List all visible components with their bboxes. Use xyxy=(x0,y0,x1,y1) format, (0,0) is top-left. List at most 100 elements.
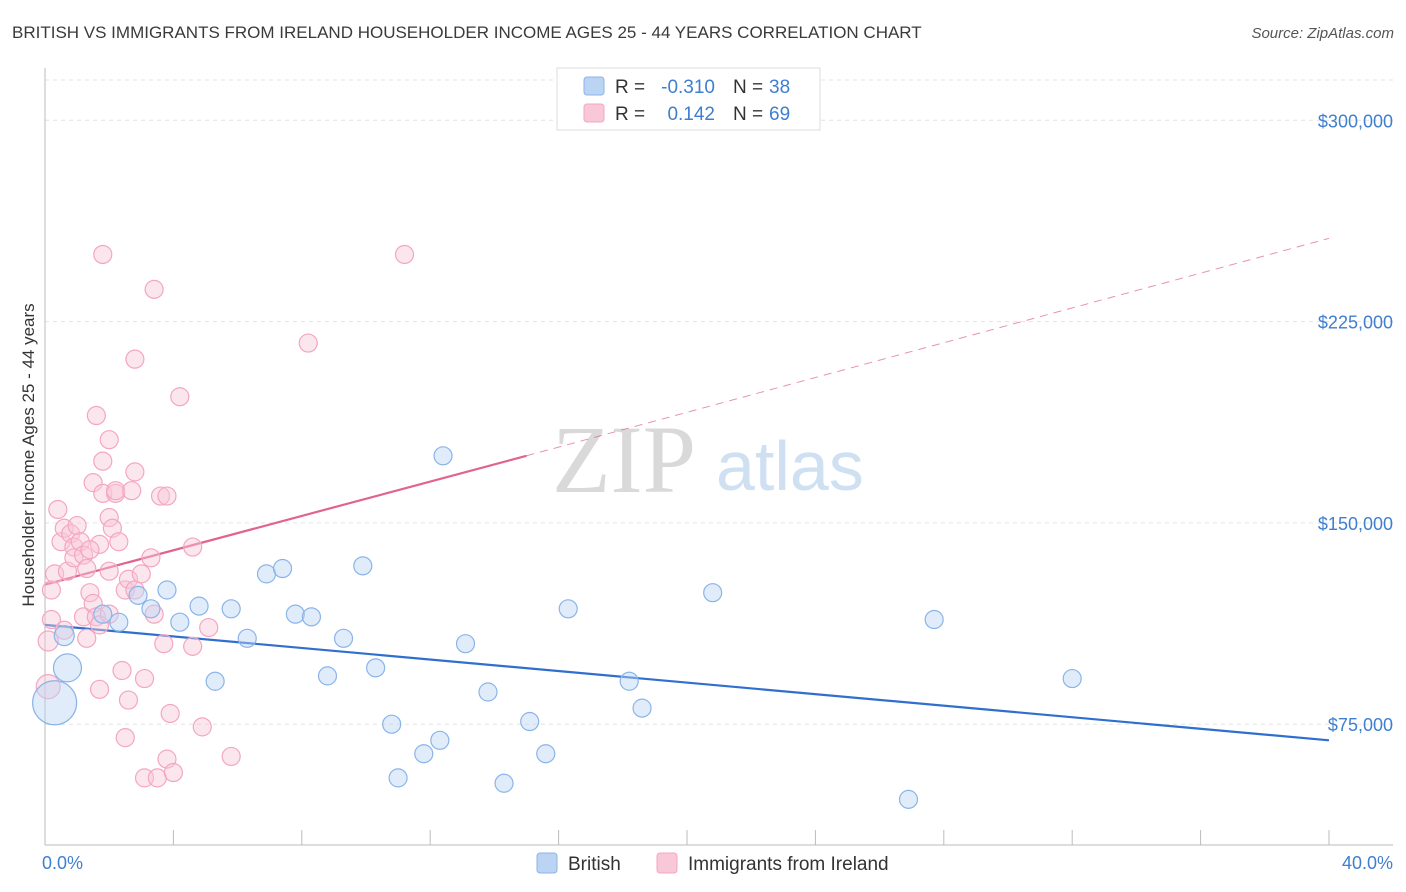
point-british xyxy=(141,599,161,619)
point-british xyxy=(494,773,514,793)
chart-source: Source: ZipAtlas.com xyxy=(1251,25,1394,42)
point-british xyxy=(272,558,293,579)
point-ireland xyxy=(199,617,219,638)
point-british xyxy=(52,653,83,683)
y-tick-label: $150,000 xyxy=(1318,514,1393,534)
point-ireland xyxy=(99,507,119,528)
point-ireland xyxy=(154,634,174,654)
y-tick-label: $225,000 xyxy=(1318,313,1393,333)
point-ireland xyxy=(112,660,132,681)
series-british xyxy=(32,446,1082,809)
point-british xyxy=(317,666,338,686)
point-ireland xyxy=(115,580,135,600)
point-ireland xyxy=(89,679,110,699)
point-ireland xyxy=(106,481,126,501)
legend-swatch-british xyxy=(583,76,605,96)
point-ireland xyxy=(118,569,139,589)
point-ireland xyxy=(163,762,183,783)
point-british xyxy=(536,744,556,764)
point-british xyxy=(898,789,919,809)
point-ireland xyxy=(298,333,318,353)
chart-title: BRITISH VS IMMIGRANTS FROM IRELAND HOUSE… xyxy=(12,23,922,42)
point-ireland xyxy=(77,558,97,579)
x-tick-label-min: 0.0% xyxy=(42,853,83,873)
point-british xyxy=(285,604,305,624)
legend-r-value-british: -0.310 xyxy=(661,77,715,98)
point-british xyxy=(478,682,498,702)
point-ireland xyxy=(134,668,155,689)
point-ireland xyxy=(141,548,161,568)
point-ireland xyxy=(118,690,139,710)
legend-swatch-ireland xyxy=(583,103,605,123)
point-british xyxy=(433,446,453,466)
trend-lines xyxy=(44,237,1330,742)
point-ireland xyxy=(109,532,129,552)
point-ireland xyxy=(394,244,415,265)
point-ireland xyxy=(122,481,142,501)
x-axis-ticks xyxy=(44,830,1330,845)
point-british xyxy=(109,612,129,632)
y-axis-label: Householder Income Ages 25 - 44 years xyxy=(19,303,38,606)
point-british xyxy=(455,634,476,654)
point-ireland xyxy=(125,349,145,369)
legend-r-value-ireland: 0.142 xyxy=(667,104,715,125)
point-ireland xyxy=(48,499,68,520)
point-ireland xyxy=(183,636,203,656)
watermark-zip: ZIP xyxy=(552,406,696,513)
point-ireland xyxy=(80,583,100,603)
legend-n-label-ireland: N = xyxy=(733,104,763,125)
legend-r-label-british: R = xyxy=(615,77,645,98)
y-tick-label: $75,000 xyxy=(1328,715,1393,735)
legend-top: R = -0.310 N = 38 R = 0.142 N = 69 xyxy=(556,67,821,131)
point-british xyxy=(237,628,257,648)
point-ireland xyxy=(157,486,177,506)
point-british xyxy=(366,658,386,678)
point-ireland xyxy=(192,717,212,737)
point-ireland xyxy=(41,580,62,600)
point-british xyxy=(170,612,190,632)
point-ireland xyxy=(131,564,151,584)
point-british xyxy=(924,609,944,630)
point-british xyxy=(353,556,373,576)
bottom-legend-swatch-british xyxy=(536,852,558,874)
point-british xyxy=(333,628,354,648)
point-ireland xyxy=(144,279,164,299)
point-british xyxy=(93,604,113,624)
point-british xyxy=(619,671,639,691)
legend-n-value-british: 38 xyxy=(769,77,790,98)
point-ireland xyxy=(99,430,119,450)
point-british xyxy=(382,714,402,734)
trend-line-ireland xyxy=(44,454,527,586)
point-ireland xyxy=(221,746,241,767)
point-ireland xyxy=(89,534,110,554)
y-tick-label: $300,000 xyxy=(1318,111,1393,131)
legend-n-value-ireland: 69 xyxy=(769,104,790,125)
point-british xyxy=(221,599,241,619)
point-british xyxy=(632,698,652,718)
point-british xyxy=(256,564,277,584)
point-british xyxy=(414,744,434,764)
legend-r-label-ireland: R = xyxy=(615,104,645,125)
point-ireland xyxy=(41,609,62,630)
point-ireland xyxy=(125,462,145,482)
series-immigrants-from-ireland xyxy=(35,244,415,788)
point-ireland xyxy=(67,515,87,536)
point-ireland xyxy=(115,728,135,748)
point-ireland xyxy=(77,628,97,648)
bottom-legend-label-british: British xyxy=(568,854,621,875)
point-ireland xyxy=(144,604,164,624)
point-ireland xyxy=(93,451,113,471)
point-british xyxy=(430,730,450,750)
point-ireland xyxy=(99,604,119,624)
point-british xyxy=(703,583,723,603)
point-ireland xyxy=(89,615,110,635)
point-ireland xyxy=(83,473,103,493)
gridlines xyxy=(45,79,1393,725)
point-british xyxy=(157,580,177,600)
point-british xyxy=(388,768,408,788)
point-ireland xyxy=(37,630,59,652)
point-british xyxy=(128,585,148,605)
bottom-legend-label-ireland: Immigrants from Ireland xyxy=(688,854,889,875)
point-ireland xyxy=(93,244,113,265)
